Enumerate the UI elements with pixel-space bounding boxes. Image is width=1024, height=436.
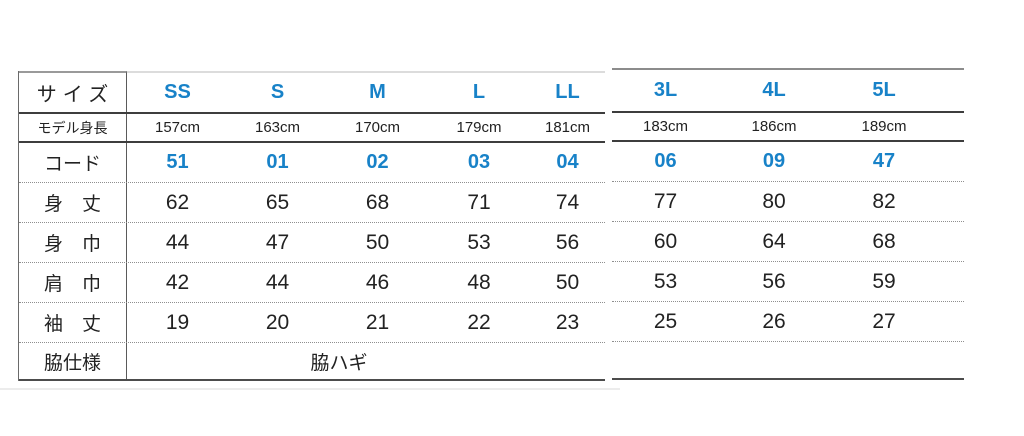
measurement-value: 22 bbox=[467, 310, 491, 334]
model-height-value: 157cm bbox=[154, 119, 201, 136]
measurement-value: 62 bbox=[165, 190, 190, 214]
measurement-value: 77 bbox=[653, 189, 678, 213]
size-col-3l: 3L bbox=[653, 79, 678, 101]
size-col-m: M bbox=[327, 71, 428, 112]
size-table-large-section: 3L 4L 5L 183cm 186cm 189cm 06 09 47 77 8… bbox=[612, 68, 964, 380]
row-body-width: 身 巾 44 47 50 53 56 bbox=[19, 223, 605, 263]
size-col-s: S bbox=[228, 71, 327, 112]
measurement-value: 50 bbox=[365, 230, 390, 254]
measurement-value: 74 bbox=[555, 190, 580, 214]
size-col-ss: SS bbox=[127, 71, 228, 112]
row-label-side-spec: 脇仕様 bbox=[19, 343, 127, 379]
row-label-code: コード bbox=[19, 143, 127, 182]
measurement-value: 50 bbox=[555, 270, 580, 294]
measurement-value: 26 bbox=[762, 309, 786, 333]
row-label-body-width: 身 巾 bbox=[19, 223, 127, 262]
row-size-header: 3L 4L 5L bbox=[612, 70, 964, 113]
size-col-l: L bbox=[428, 71, 530, 112]
measurement-value: 20 bbox=[265, 310, 290, 334]
measurement-value: 65 bbox=[265, 190, 290, 214]
measurement-value: 53 bbox=[653, 269, 678, 293]
measurement-value: 42 bbox=[165, 270, 190, 294]
spacer bbox=[939, 302, 964, 341]
row-body-width: 60 64 68 bbox=[612, 222, 964, 262]
row-side-spec: 脇仕様 脇ハギ bbox=[19, 343, 605, 381]
row-body-length: 77 80 82 bbox=[612, 182, 964, 222]
measurement-value: 27 bbox=[872, 309, 896, 333]
code-value: 06 bbox=[654, 150, 677, 172]
measurement-value: 68 bbox=[872, 229, 896, 253]
model-height-value: 170cm bbox=[354, 119, 401, 136]
code-value: 51 bbox=[166, 151, 189, 173]
row-shoulder-width: 53 56 59 bbox=[612, 262, 964, 302]
page-divider-line bbox=[0, 388, 620, 390]
size-col-5l: 5L bbox=[872, 79, 896, 101]
row-sleeve-length: 25 26 27 bbox=[612, 302, 964, 342]
measurement-value: 60 bbox=[653, 229, 678, 253]
measurement-value: 19 bbox=[165, 310, 190, 334]
size-spec-table: サイズ SS S M L LL モデル身長 157cm 163cm 170cm … bbox=[18, 68, 964, 381]
measurement-value: 80 bbox=[762, 189, 786, 213]
measurement-value: 25 bbox=[653, 309, 678, 333]
measurement-value: 59 bbox=[872, 269, 896, 293]
measurement-value: 68 bbox=[365, 190, 390, 214]
row-sleeve-length: 袖 丈 19 20 21 22 23 bbox=[19, 303, 605, 343]
model-height-value: 186cm bbox=[751, 118, 797, 135]
code-value: 47 bbox=[872, 150, 896, 172]
row-label-body-length: 身 丈 bbox=[19, 183, 127, 222]
measurement-value: 71 bbox=[467, 190, 491, 214]
measurement-value: 21 bbox=[365, 310, 390, 334]
spacer bbox=[939, 222, 964, 261]
model-height-value: 163cm bbox=[254, 119, 301, 136]
code-value: 02 bbox=[366, 151, 389, 173]
side-spec-cell-empty bbox=[612, 342, 964, 378]
row-label-model-height: モデル身長 bbox=[19, 114, 127, 141]
row-label-shoulder-width: 肩 巾 bbox=[19, 263, 127, 302]
row-label-sleeve-length: 袖 丈 bbox=[19, 303, 127, 342]
model-height-value: 181cm bbox=[544, 119, 591, 136]
code-value: 09 bbox=[762, 150, 786, 172]
row-model-height: モデル身長 157cm 163cm 170cm 179cm 181cm bbox=[19, 114, 605, 143]
measurement-value: 44 bbox=[265, 270, 290, 294]
model-height-value: 183cm bbox=[642, 118, 689, 135]
spacer bbox=[939, 70, 964, 111]
code-value: 03 bbox=[467, 151, 491, 173]
row-side-spec bbox=[612, 342, 964, 380]
size-col-ll: LL bbox=[530, 71, 605, 112]
measurement-value: 53 bbox=[467, 230, 491, 254]
spacer bbox=[939, 142, 964, 181]
spacer bbox=[939, 262, 964, 301]
spacer bbox=[939, 113, 964, 140]
measurement-value: 82 bbox=[872, 189, 896, 213]
measurement-value: 48 bbox=[467, 270, 491, 294]
spacer bbox=[939, 182, 964, 221]
measurement-value: 23 bbox=[555, 310, 580, 334]
row-shoulder-width: 肩 巾 42 44 46 48 50 bbox=[19, 263, 605, 303]
model-height-value: 189cm bbox=[861, 118, 907, 135]
measurement-value: 56 bbox=[762, 269, 786, 293]
measurement-value: 64 bbox=[762, 229, 786, 253]
code-value: 04 bbox=[556, 151, 579, 173]
measurement-value: 47 bbox=[265, 230, 290, 254]
measurement-value: 44 bbox=[165, 230, 190, 254]
row-label-size: サイズ bbox=[19, 71, 127, 112]
measurement-value: 56 bbox=[555, 230, 580, 254]
code-value: 01 bbox=[266, 151, 289, 173]
row-model-height: 183cm 186cm 189cm bbox=[612, 113, 964, 142]
row-size-header: サイズ SS S M L LL bbox=[19, 71, 605, 114]
model-height-value: 179cm bbox=[456, 119, 502, 136]
row-code: 06 09 47 bbox=[612, 142, 964, 182]
row-code: コード 51 01 02 03 04 bbox=[19, 143, 605, 183]
size-col-4l: 4L bbox=[762, 79, 786, 101]
side-spec-cell: 脇ハギ bbox=[127, 343, 605, 379]
side-spec-value: 脇ハギ bbox=[310, 352, 368, 374]
measurement-value: 46 bbox=[365, 270, 390, 294]
row-body-length: 身 丈 62 65 68 71 74 bbox=[19, 183, 605, 223]
size-table-main-section: サイズ SS S M L LL モデル身長 157cm 163cm 170cm … bbox=[18, 71, 605, 381]
